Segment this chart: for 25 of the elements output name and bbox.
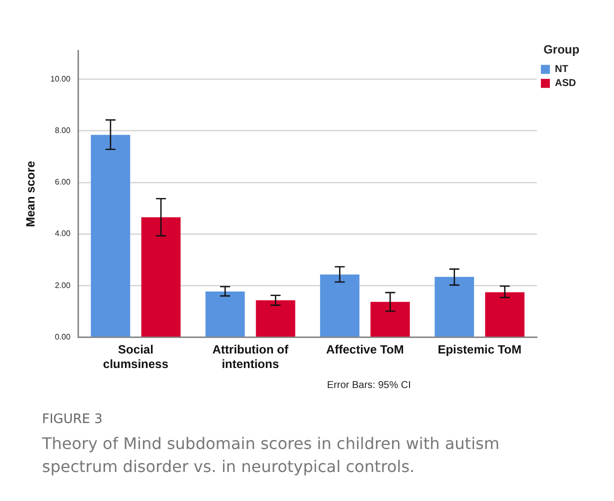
bar [434,276,474,337]
y-tick-label: 6.00 [54,178,71,187]
bar [141,217,181,337]
y-tick-label: 2.00 [54,280,71,290]
y-tick-label: 0.00 [54,332,71,342]
legend-label: NT [554,64,568,76]
bar [370,302,410,337]
x-tick-label: Affective ToM [326,342,404,357]
text: Theory of Mind subdomain scores in children with autism spectrum disorder vs. in neurotypical controls. [42,433,500,478]
bar [320,274,360,337]
bar [256,300,296,337]
text: FIGURE 3 [42,412,103,427]
x-tick-label: Attribution of intentions [212,342,290,372]
y-axis-title: Mean score [24,160,38,228]
bar [205,292,245,337]
y-tick-label: 4.00 [54,229,71,238]
x-tick-label: Epistemic ToM [438,342,522,357]
x-tick-label: Social clumsiness [103,342,169,372]
legend-title: Group [543,42,580,56]
y-tick-label: 10.00 [50,74,71,84]
legend-label: ASD [554,78,576,90]
bar [485,292,524,337]
y-tick-label: 8.00 [54,126,71,135]
bar [90,134,130,337]
text: Error Bars: 95% CI [327,380,411,391]
